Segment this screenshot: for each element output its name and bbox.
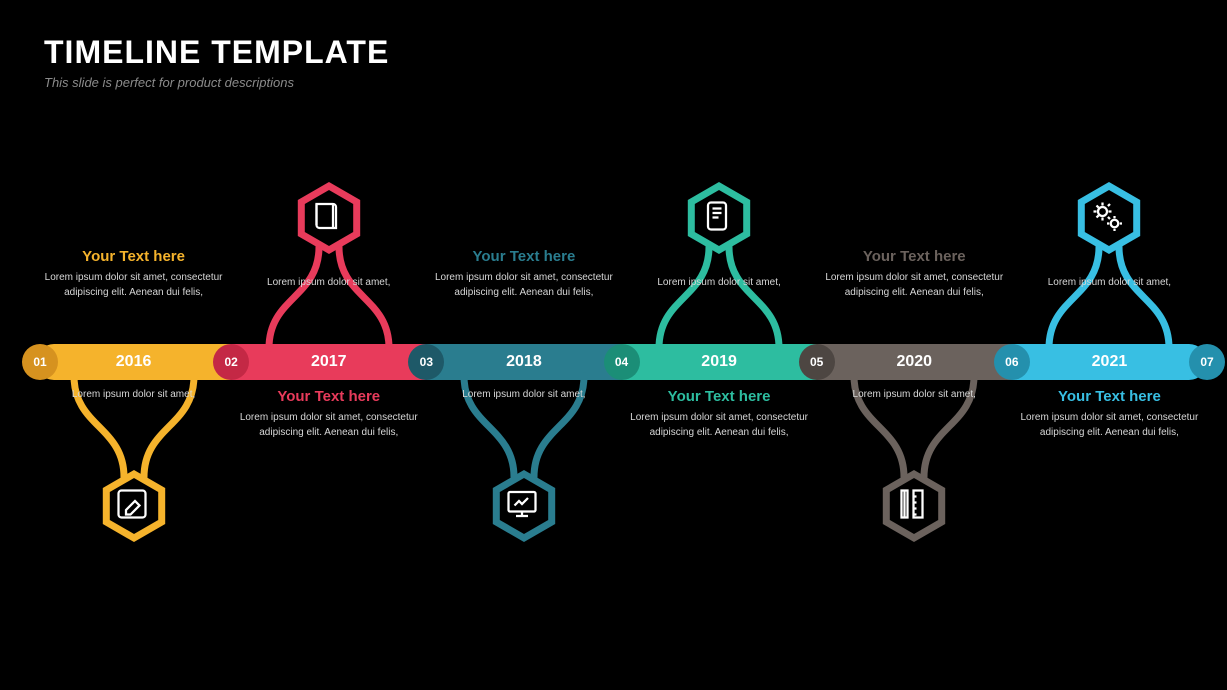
header: TIMELINE TEMPLATE This slide is perfect … xyxy=(44,34,389,90)
block-heading: Your Text here xyxy=(1014,388,1204,405)
side-body: Lorem ipsum dolor sit amet, xyxy=(249,276,409,291)
page-title: TIMELINE TEMPLATE xyxy=(44,34,389,71)
timeline-segment: 201803 xyxy=(426,344,621,380)
block-body: Lorem ipsum dolor sit amet, consectetur … xyxy=(429,271,619,300)
block-heading: Your Text here xyxy=(39,248,229,265)
side-body: Lorem ipsum dolor sit amet, xyxy=(54,388,214,403)
timeline-text-block: Your Text here Lorem ipsum dolor sit amet… xyxy=(624,388,814,440)
timeline-segment: 201702 xyxy=(231,344,426,380)
block-body: Lorem ipsum dolor sit amet, consectetur … xyxy=(234,411,424,440)
file-icon xyxy=(699,198,739,238)
hex-connector xyxy=(274,178,384,348)
timeline-segment: 201904 xyxy=(622,344,817,380)
block-body: Lorem ipsum dolor sit amet, consectetur … xyxy=(1014,411,1204,440)
timeline-side-text: Lorem ipsum dolor sit amet, xyxy=(54,388,214,403)
timeline-text-block: Your Text here Lorem ipsum dolor sit amet… xyxy=(234,388,424,440)
block-body: Lorem ipsum dolor sit amet, consectetur … xyxy=(39,271,229,300)
block-body: Lorem ipsum dolor sit amet, consectetur … xyxy=(819,271,1009,300)
block-heading: Your Text here xyxy=(819,248,1009,265)
ruler-icon xyxy=(894,486,934,526)
timeline-number-circle: 03 xyxy=(408,344,444,380)
timeline-side-text: Lorem ipsum dolor sit amet, xyxy=(834,388,994,403)
timeline-segment: 201601 xyxy=(36,344,231,380)
timeline-side-text: Lorem ipsum dolor sit amet, xyxy=(249,276,409,291)
timeline-segment: 20210607 xyxy=(1012,344,1207,380)
timeline-number-circle: 06 xyxy=(994,344,1030,380)
timeline-text-block: Your Text here Lorem ipsum dolor sit amet… xyxy=(819,248,1009,300)
book-icon xyxy=(309,198,349,238)
timeline-number-circle: 01 xyxy=(22,344,58,380)
chart-icon xyxy=(504,486,544,526)
timeline-text-block: Your Text here Lorem ipsum dolor sit amet… xyxy=(39,248,229,300)
timeline-text-block: Your Text here Lorem ipsum dolor sit amet… xyxy=(1014,388,1204,440)
timeline-text-block: Your Text here Lorem ipsum dolor sit amet… xyxy=(429,248,619,300)
hex-connector xyxy=(1054,178,1164,348)
timeline-number-circle: 02 xyxy=(213,344,249,380)
timeline-number-circle: 05 xyxy=(799,344,835,380)
timeline-bar: 20160120170220180320190420200520210607 xyxy=(36,344,1207,380)
timeline-number-circle: 04 xyxy=(604,344,640,380)
block-body: Lorem ipsum dolor sit amet, consectetur … xyxy=(624,411,814,440)
block-heading: Your Text here xyxy=(429,248,619,265)
timeline-number-circle: 07 xyxy=(1189,344,1225,380)
side-body: Lorem ipsum dolor sit amet, xyxy=(1029,276,1189,291)
edit-icon xyxy=(114,486,154,526)
hex-connector xyxy=(664,178,774,348)
timeline-side-text: Lorem ipsum dolor sit amet, xyxy=(639,276,799,291)
gears-icon xyxy=(1089,198,1129,238)
block-heading: Your Text here xyxy=(234,388,424,405)
timeline-side-text: Lorem ipsum dolor sit amet, xyxy=(1029,276,1189,291)
block-heading: Your Text here xyxy=(624,388,814,405)
side-body: Lorem ipsum dolor sit amet, xyxy=(639,276,799,291)
side-body: Lorem ipsum dolor sit amet, xyxy=(834,388,994,403)
timeline-side-text: Lorem ipsum dolor sit amet, xyxy=(444,388,604,403)
timeline-segment: 202005 xyxy=(817,344,1012,380)
side-body: Lorem ipsum dolor sit amet, xyxy=(444,388,604,403)
page-subtitle: This slide is perfect for product descri… xyxy=(44,75,389,90)
